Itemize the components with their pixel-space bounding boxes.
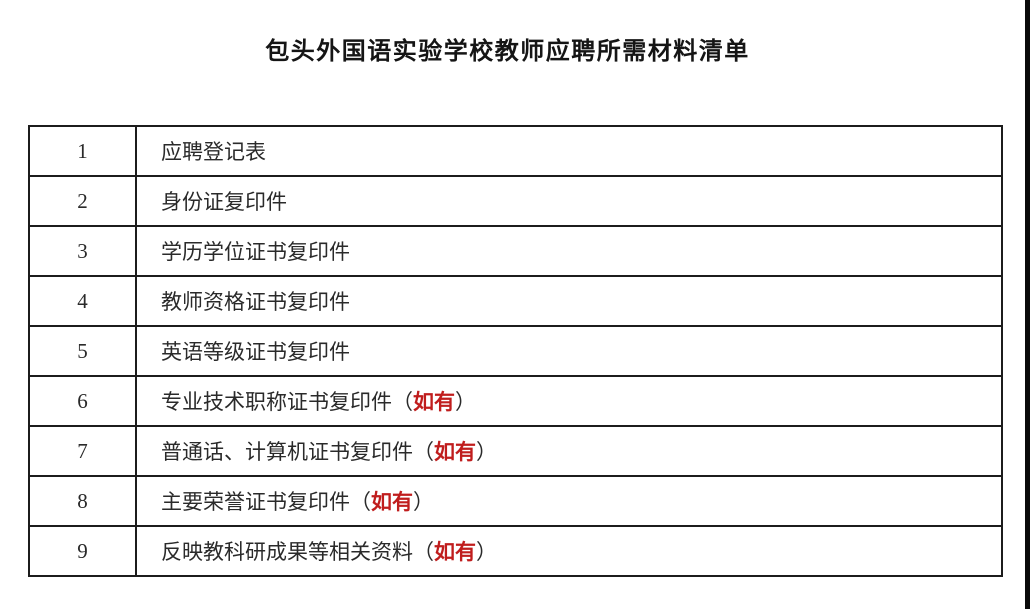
- row-number-cell: 6: [28, 375, 137, 427]
- item-text: 英语等级证书复印件: [161, 340, 350, 364]
- table-row: 2 身份证复印件: [28, 175, 1003, 227]
- item-note: （如有）: [413, 540, 497, 564]
- row-number: 7: [77, 438, 88, 463]
- row-number: 4: [77, 288, 88, 313]
- table-row: 9 反映教科研成果等相关资料（如有）: [28, 525, 1003, 577]
- item-note: （如有）: [350, 490, 434, 514]
- row-number-cell: 7: [28, 425, 137, 477]
- note-paren-open: （: [413, 440, 434, 464]
- item-text: 应聘登记表: [161, 140, 266, 164]
- item-text: 教师资格证书复印件: [161, 290, 350, 314]
- note-paren-open: （: [350, 490, 371, 514]
- note-text: 如有: [434, 440, 476, 464]
- note-paren-close: ）: [476, 440, 497, 464]
- row-number-cell: 3: [28, 225, 137, 277]
- note-text: 如有: [434, 540, 476, 564]
- item-text: 学历学位证书复印件: [161, 240, 350, 264]
- row-number: 8: [77, 488, 88, 513]
- note-paren-close: ）: [476, 540, 497, 564]
- item-text: 身份证复印件: [161, 190, 287, 214]
- row-number-cell: 2: [28, 175, 137, 227]
- item-note: （如有）: [413, 440, 497, 464]
- materials-table: 1 应聘登记表 2 身份证复印件 3 学历学位证书复印件: [28, 125, 1003, 577]
- row-item-cell: 身份证复印件: [135, 175, 1003, 227]
- row-number-cell: 4: [28, 275, 137, 327]
- item-note: （如有）: [392, 390, 476, 414]
- item-text: 专业技术职称证书复印件: [161, 390, 392, 414]
- row-number: 2: [77, 188, 88, 213]
- item-text: 普通话、计算机证书复印件: [161, 440, 413, 464]
- table-row: 3 学历学位证书复印件: [28, 225, 1003, 277]
- note-paren-open: （: [392, 390, 413, 414]
- right-edge-bar: [1025, 0, 1030, 609]
- note-paren-close: ）: [413, 490, 434, 514]
- item-text: 主要荣誉证书复印件: [161, 490, 350, 514]
- row-item-cell: 应聘登记表: [135, 125, 1003, 177]
- row-number-cell: 9: [28, 525, 137, 577]
- note-text: 如有: [413, 390, 455, 414]
- note-text: 如有: [371, 490, 413, 514]
- row-number: 1: [77, 138, 88, 163]
- table-row: 7 普通话、计算机证书复印件（如有）: [28, 425, 1003, 477]
- page-title: 包头外国语实验学校教师应聘所需材料清单: [265, 39, 750, 65]
- row-item-cell: 主要荣誉证书复印件（如有）: [135, 475, 1003, 527]
- row-item-cell: 反映教科研成果等相关资料（如有）: [135, 525, 1003, 577]
- table-row: 8 主要荣誉证书复印件（如有）: [28, 475, 1003, 527]
- row-item-cell: 普通话、计算机证书复印件（如有）: [135, 425, 1003, 477]
- row-item-cell: 教师资格证书复印件: [135, 275, 1003, 327]
- row-number: 5: [77, 338, 88, 363]
- row-number: 6: [77, 388, 88, 413]
- note-paren-open: （: [413, 540, 434, 564]
- table-row: 6 专业技术职称证书复印件（如有）: [28, 375, 1003, 427]
- item-text: 反映教科研成果等相关资料: [161, 540, 413, 564]
- row-number-cell: 1: [28, 125, 137, 177]
- table-row: 1 应聘登记表: [28, 125, 1003, 177]
- row-number: 9: [77, 538, 88, 563]
- row-item-cell: 专业技术职称证书复印件（如有）: [135, 375, 1003, 427]
- row-number: 3: [77, 238, 88, 263]
- row-number-cell: 5: [28, 325, 137, 377]
- row-number-cell: 8: [28, 475, 137, 527]
- table-row: 5 英语等级证书复印件: [28, 325, 1003, 377]
- row-item-cell: 英语等级证书复印件: [135, 325, 1003, 377]
- table-row: 4 教师资格证书复印件: [28, 275, 1003, 327]
- materials-table-body: 1 应聘登记表 2 身份证复印件 3 学历学位证书复印件: [28, 125, 1003, 577]
- row-item-cell: 学历学位证书复印件: [135, 225, 1003, 277]
- note-paren-close: ）: [455, 390, 476, 414]
